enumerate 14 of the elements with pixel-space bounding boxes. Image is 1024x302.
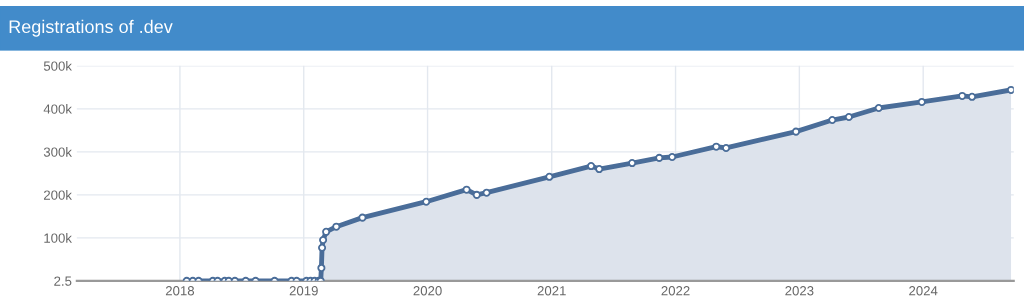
x-tick-label: 2024 — [909, 286, 938, 296]
x-tick-label: 2022 — [661, 286, 690, 296]
x-tick-label: 2021 — [537, 286, 566, 296]
y-tick-label: 2.5 — [54, 276, 72, 286]
y-tick-label: 500k — [43, 61, 72, 71]
y-tick-label: 400k — [43, 104, 72, 114]
x-tick-label: 2020 — [413, 286, 442, 296]
x-tick-label: 2023 — [785, 286, 814, 296]
y-tick-label: 200k — [43, 190, 72, 200]
y-tick-label: 300k — [43, 147, 72, 157]
x-tick-label: 2018 — [165, 286, 195, 296]
y-tick-label: 100k — [44, 233, 72, 243]
chart-title: Registrations of .dev — [9, 19, 173, 37]
x-tick-label: 2019 — [289, 286, 318, 296]
